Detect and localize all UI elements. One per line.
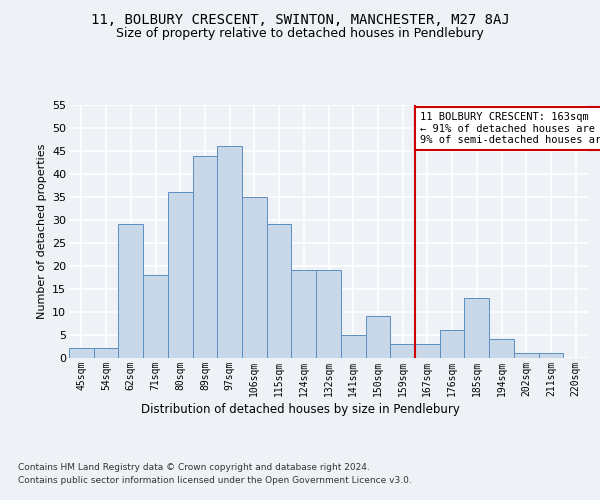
Bar bbox=[69, 348, 94, 358]
Bar bbox=[143, 275, 168, 357]
Bar bbox=[118, 224, 143, 358]
Text: 11, BOLBURY CRESCENT, SWINTON, MANCHESTER, M27 8AJ: 11, BOLBURY CRESCENT, SWINTON, MANCHESTE… bbox=[91, 12, 509, 26]
Y-axis label: Number of detached properties: Number of detached properties bbox=[37, 144, 47, 319]
Bar bbox=[168, 192, 193, 358]
Bar bbox=[341, 334, 365, 357]
Bar bbox=[489, 339, 514, 357]
Bar bbox=[464, 298, 489, 358]
Bar bbox=[242, 197, 267, 358]
Bar bbox=[514, 353, 539, 358]
Bar bbox=[217, 146, 242, 358]
Text: Contains public sector information licensed under the Open Government Licence v3: Contains public sector information licen… bbox=[18, 476, 412, 485]
Text: Contains HM Land Registry data © Crown copyright and database right 2024.: Contains HM Land Registry data © Crown c… bbox=[18, 462, 370, 471]
Bar bbox=[415, 344, 440, 357]
Bar bbox=[316, 270, 341, 358]
Bar bbox=[292, 270, 316, 358]
Text: 11 BOLBURY CRESCENT: 163sqm
← 91% of detached houses are smaller (294)
9% of sem: 11 BOLBURY CRESCENT: 163sqm ← 91% of det… bbox=[420, 112, 600, 145]
Bar bbox=[193, 156, 217, 358]
Text: Distribution of detached houses by size in Pendlebury: Distribution of detached houses by size … bbox=[140, 402, 460, 415]
Bar bbox=[267, 224, 292, 358]
Bar bbox=[539, 353, 563, 358]
Bar bbox=[440, 330, 464, 357]
Bar bbox=[365, 316, 390, 358]
Bar bbox=[94, 348, 118, 358]
Text: Size of property relative to detached houses in Pendlebury: Size of property relative to detached ho… bbox=[116, 28, 484, 40]
Bar bbox=[390, 344, 415, 357]
